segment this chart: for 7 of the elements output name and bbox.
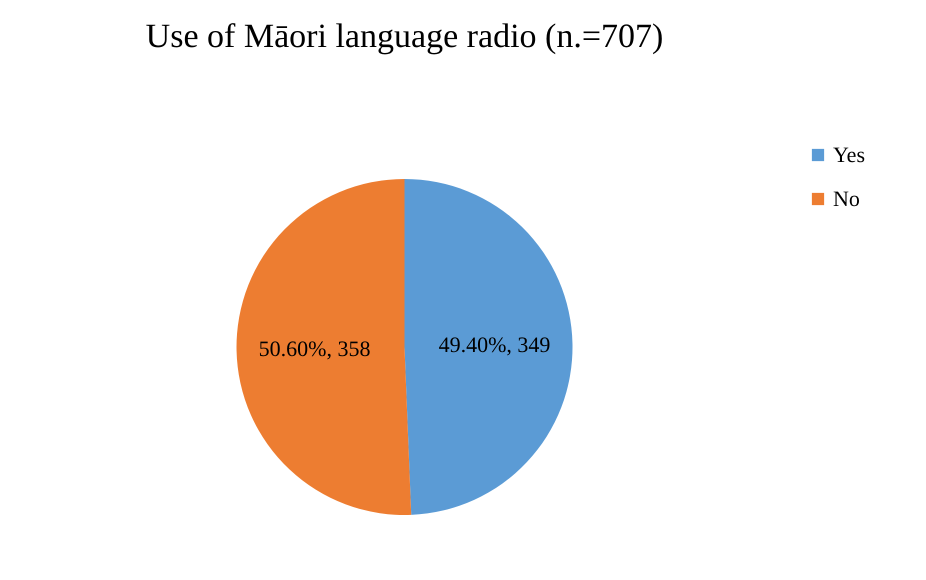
data-label: 50.60%, 358 (258, 336, 370, 361)
pie-slice (236, 179, 412, 515)
legend-label: Yes (833, 142, 866, 167)
chart-title: Use of Māori language radio (n.=707) (146, 18, 664, 55)
pie-slice (404, 179, 572, 515)
data-label: 49.40%, 349 (438, 332, 550, 358)
legend-label: No (833, 186, 860, 211)
